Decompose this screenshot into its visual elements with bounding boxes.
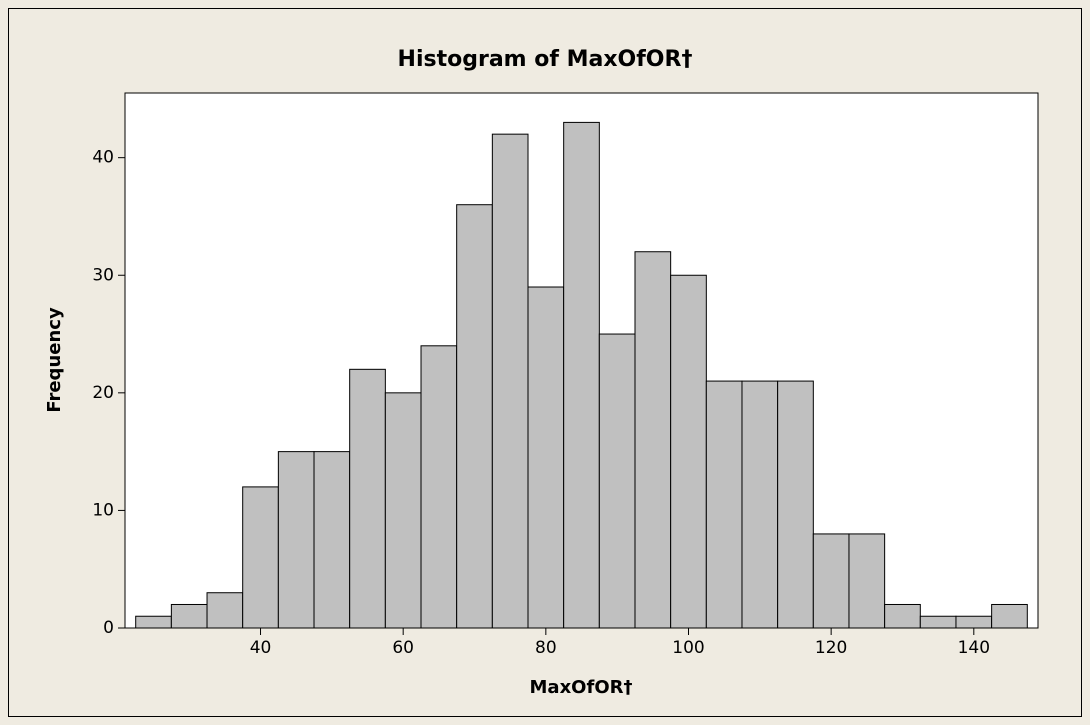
y-tick-label: 40 [92,148,114,168]
bar [384,392,422,629]
x-tick-label: 120 [815,638,847,658]
bar [349,368,386,629]
x-tick-label: 40 [250,638,272,658]
bar [741,380,779,629]
y-tick-label: 0 [103,618,114,638]
x-tick-label: 100 [672,638,704,658]
bar [598,333,636,629]
outer-frame [8,8,1082,717]
x-axis-label: MaxOfOR† [530,677,633,698]
bar [277,451,315,629]
bar [634,251,672,629]
bar [206,592,244,629]
bar [812,533,850,629]
bar [848,533,886,629]
bar [705,380,743,629]
y-axis-label: Frequency [44,307,65,413]
bar [991,603,1028,629]
x-tick-label: 80 [535,638,557,658]
bar [491,133,529,629]
bar [420,345,458,629]
bar [919,615,957,629]
bar [670,274,707,629]
bar [135,615,172,629]
bar [170,603,208,629]
bar [955,615,993,629]
y-tick-label: 20 [92,383,114,403]
bar [456,204,493,629]
y-tick-label: 10 [92,500,114,520]
bar [777,380,814,629]
bar [242,486,279,629]
bar [313,451,351,629]
chart-title: Histogram of MaxOfOR† [398,47,693,72]
x-tick-label: 60 [392,638,414,658]
bar [563,121,600,629]
bar [527,286,565,629]
y-tick-label: 30 [92,265,114,285]
bar [884,603,921,629]
x-tick-label: 140 [958,638,990,658]
